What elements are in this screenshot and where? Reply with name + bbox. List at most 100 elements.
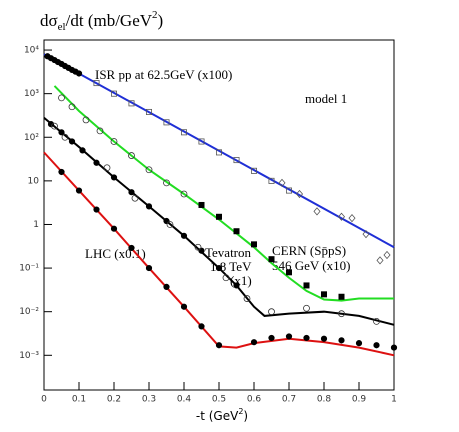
data-point [180, 190, 188, 198]
data-point [68, 103, 76, 111]
y-tick-label: 10² [24, 133, 39, 143]
data-point [355, 340, 363, 347]
y-tick-label: 10 [28, 176, 40, 186]
data-point [103, 164, 111, 172]
data-point [233, 282, 240, 289]
data-point [383, 250, 391, 260]
data-point [268, 334, 275, 342]
curve [43, 116, 395, 326]
data-point [110, 225, 118, 232]
title-part: ) [158, 11, 164, 30]
data-point [96, 127, 104, 135]
curve [53, 85, 394, 302]
data-point [93, 206, 100, 213]
data-point [362, 230, 370, 239]
data-point [222, 274, 230, 282]
data-point [145, 108, 152, 115]
data-point [233, 228, 240, 235]
data-point [278, 178, 286, 187]
data-point [145, 166, 153, 174]
x-tick-label: 0.1 [72, 395, 86, 405]
data-point [215, 342, 223, 349]
data-point [163, 283, 170, 291]
data-point [320, 291, 327, 298]
x-tick-label: 0.8 [317, 395, 332, 405]
x-tick-label: 0 [41, 395, 47, 405]
data-point [337, 212, 346, 221]
data-point [180, 303, 188, 310]
data-point [93, 80, 100, 87]
data-point [390, 344, 398, 351]
data-point [68, 138, 76, 145]
annotation: 546 GeV (x10) [272, 258, 350, 273]
data-point [198, 247, 205, 254]
data-point [376, 256, 384, 265]
data-point [61, 133, 69, 141]
x-tick-label: 0.3 [142, 395, 156, 405]
data-point [58, 168, 65, 176]
data-point [313, 207, 321, 216]
title-part: el [58, 21, 66, 33]
x-title-part: 2 [238, 407, 243, 416]
x-tick-label: 1 [391, 395, 397, 405]
data-point [128, 189, 135, 196]
curve [43, 151, 395, 357]
x-tick-label: 0.9 [352, 395, 367, 405]
data-point [373, 342, 380, 349]
data-point [110, 174, 118, 181]
data-point [93, 159, 100, 166]
y-tick-label: 10⁻¹ [19, 264, 39, 274]
data-point [373, 317, 380, 325]
data-point [163, 217, 170, 225]
x-title-part: -t (GeV [196, 409, 239, 423]
x-axis-title: -t (GeV2) [196, 407, 248, 423]
annotation: CERN (Sp̄pS) [272, 243, 346, 258]
data-point [198, 323, 205, 330]
x-tick-label: 0.2 [107, 395, 121, 405]
y-tick-label: 10⁻³ [19, 351, 39, 361]
data-point [250, 167, 257, 174]
title-part: /dt (mb/GeV [66, 11, 153, 30]
data-point [338, 293, 345, 300]
title-part: dσ [40, 11, 58, 30]
data-point [110, 138, 118, 145]
x-tick-label: 0.4 [177, 395, 192, 405]
data-point [198, 201, 205, 208]
x-tick-label: 0.5 [212, 395, 226, 405]
data-point [128, 100, 135, 107]
data-point [215, 213, 222, 220]
data-point [268, 177, 275, 184]
data-point [111, 90, 118, 97]
title-part: 2 [152, 9, 158, 21]
data-point [233, 157, 240, 164]
data-point [58, 94, 65, 102]
data-point [79, 147, 86, 154]
data-point [285, 187, 292, 194]
data-point [303, 334, 310, 342]
data-point [268, 308, 275, 316]
data-point [166, 221, 174, 228]
data-point [303, 304, 310, 312]
data-point [285, 333, 293, 340]
data-point [320, 335, 328, 342]
data-point [47, 121, 55, 128]
data-point [348, 213, 356, 223]
data-point [145, 203, 153, 210]
data-point [285, 269, 292, 276]
data-point [198, 138, 205, 145]
x-title-part: ) [243, 409, 248, 423]
y-tick-label: 10⁴ [24, 46, 39, 56]
curve [43, 53, 395, 249]
data-point [268, 256, 275, 263]
data-point [250, 241, 257, 248]
chart-title: dσel/dt (mb/GeV2) [40, 9, 163, 33]
data-point [338, 310, 345, 318]
data-point [75, 70, 83, 77]
data-point [131, 194, 139, 202]
data-point [128, 244, 135, 252]
data-point [180, 129, 187, 136]
annotation: ISR pp at 62.5GeV (x100) [95, 67, 232, 82]
data-point [303, 282, 310, 289]
y-tick-label: 10⁻² [19, 307, 39, 317]
